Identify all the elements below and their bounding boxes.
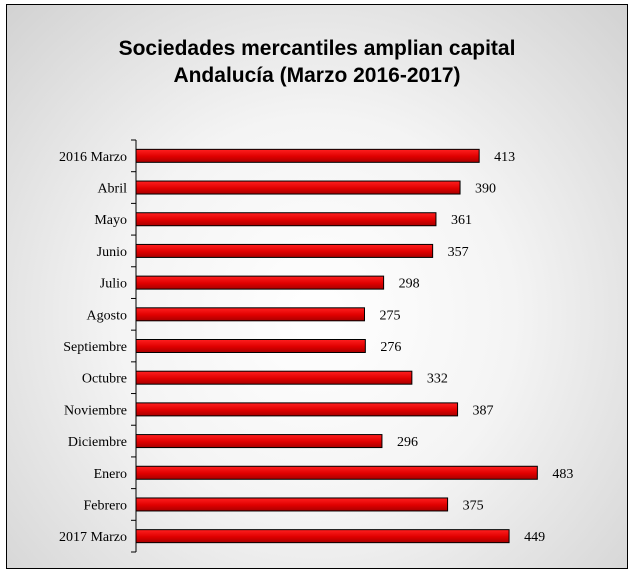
y-axis	[131, 139, 137, 553]
chart-title: Sociedades mercantiles amplian capital A…	[7, 35, 627, 89]
data-label: 357	[448, 245, 469, 260]
tick-label: Febrero	[83, 498, 127, 513]
data-label: 275	[380, 308, 401, 323]
bar	[135, 402, 459, 417]
tick-label: 2016 Marzo	[59, 150, 127, 165]
data-label: 296	[397, 435, 418, 450]
data-label: 361	[451, 213, 472, 228]
bars	[135, 148, 538, 544]
bar	[135, 243, 434, 258]
bar	[135, 339, 366, 353]
tick-label: Abril	[97, 182, 127, 197]
tick-label: Diciembre	[68, 435, 127, 450]
tick-label: Julio	[100, 277, 127, 292]
data-label: 298	[399, 277, 420, 292]
data-label: 332	[427, 372, 448, 387]
chart-title-line-1: Sociedades mercantiles amplian capital	[118, 37, 516, 60]
bar	[135, 370, 413, 385]
bar	[135, 497, 449, 512]
data-label: 390	[475, 182, 496, 197]
data-label: 375	[463, 498, 484, 513]
labels: 2016 Marzo 413 Abril 390 Mayo 361 Junio 357 Juli…	[59, 150, 573, 545]
tick-label: 2017 Marzo	[59, 530, 127, 545]
tick-label: Junio	[97, 245, 127, 260]
tick-label: Agosto	[87, 308, 127, 323]
bar	[135, 465, 538, 480]
bar	[135, 307, 365, 322]
bar	[135, 529, 510, 544]
data-label: 387	[473, 403, 494, 418]
data-label: 413	[494, 150, 515, 165]
tick-label: Octubre	[82, 372, 127, 387]
tick-label: Septiembre	[63, 340, 127, 355]
data-label: 276	[380, 340, 401, 355]
bar	[135, 275, 385, 290]
bar	[135, 434, 383, 449]
tick-label: Mayo	[94, 213, 127, 228]
tick-label: Enero	[94, 467, 127, 482]
data-label: 449	[524, 530, 545, 545]
tick-label: Noviembre	[64, 403, 127, 418]
bar	[135, 180, 461, 195]
data-label: 483	[552, 467, 573, 482]
bar	[135, 148, 480, 163]
chart-title-line-2: Andalucía (Marzo 2016-2017)	[173, 64, 461, 87]
bar	[135, 212, 437, 227]
